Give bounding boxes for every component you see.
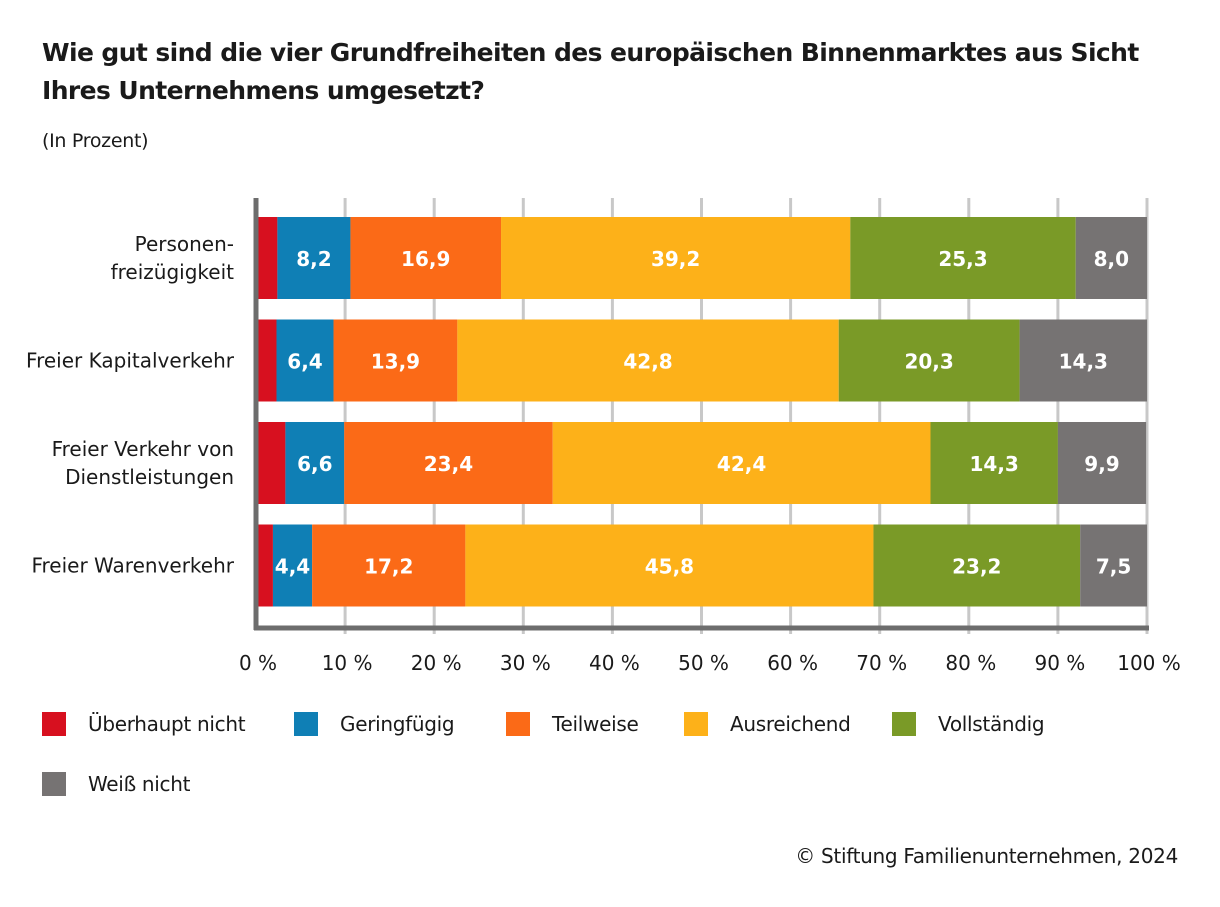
data-label: 7,5 [1096, 555, 1131, 579]
category-label: Personen- [135, 232, 234, 256]
data-label: 14,3 [970, 452, 1019, 476]
x-tick-label: 0 % [239, 651, 277, 675]
category-label: Freier Kapitalverkehr [26, 349, 235, 373]
bar-segment [552, 422, 931, 504]
x-tick-label: 60 % [767, 651, 818, 675]
bar-segment [850, 217, 1076, 299]
legend-item: Weiß nicht [42, 772, 190, 796]
x-tick-label: 90 % [1034, 651, 1085, 675]
data-label: 14,3 [1059, 350, 1108, 374]
category-label: freizügigkeit [111, 260, 235, 284]
legend-swatch-icon [42, 772, 66, 796]
bar-segment [1075, 217, 1147, 299]
data-label: 23,2 [952, 555, 1001, 579]
x-tick-label: 20 % [411, 651, 462, 675]
bar-segment [272, 524, 313, 607]
data-label: 9,9 [1084, 452, 1119, 476]
bar-segment [344, 422, 553, 504]
bar-segment [312, 524, 466, 607]
bar-segment [501, 217, 851, 299]
legend-label: Geringfügig [340, 712, 455, 736]
legend-item: Überhaupt nicht [42, 712, 246, 736]
legend-item: Vollständig [892, 712, 1045, 736]
stacked-bar-chart: 0 % 10 % 20 % 30 % 40 % 50 % 60 % 70 % 80 % 90 % 1… [26, 198, 1181, 675]
data-label: 4,4 [275, 555, 310, 579]
data-label: 45,8 [645, 555, 694, 579]
legend-item: Geringfügig [294, 712, 455, 736]
category-label: Freier Warenverkehr [31, 554, 234, 578]
legend-label: Ausreichend [730, 712, 851, 736]
x-tick-label: 30 % [500, 651, 551, 675]
bar-segment [1019, 319, 1147, 402]
bar-segment [1057, 422, 1147, 504]
bar-segment [465, 524, 874, 607]
legend-label: Überhaupt nicht [88, 712, 246, 736]
data-label: 25,3 [938, 247, 987, 271]
x-tick-label: 40 % [589, 651, 640, 675]
source-credit: © Stiftung Familienunternehmen, 2024 [795, 844, 1178, 868]
legend-item: Ausreichend [684, 712, 851, 736]
bar-segment [350, 217, 502, 299]
data-label: 13,9 [371, 350, 420, 374]
bar-segment [276, 319, 334, 402]
legend-swatch-icon [42, 712, 66, 736]
data-label: 20,3 [904, 350, 953, 374]
data-label: 8,2 [296, 247, 331, 271]
category-label: Dienstleistungen [65, 465, 234, 489]
bar-segment [256, 524, 273, 607]
bar-segment [333, 319, 458, 402]
category-label: Freier Verkehr von [52, 437, 234, 461]
bar-segment [277, 217, 351, 299]
x-tick-label: 10 % [322, 651, 373, 675]
legend-label: Teilweise [552, 712, 639, 736]
legend-label: Weiß nicht [88, 772, 191, 796]
data-label: 16,9 [401, 247, 450, 271]
bar-segment [256, 217, 278, 299]
legend-swatch-icon [684, 712, 708, 736]
x-tick-label: 70 % [856, 651, 907, 675]
bar-segment [873, 524, 1081, 607]
x-tick-label: 50 % [678, 651, 729, 675]
x-tick-label: 80 % [945, 651, 996, 675]
data-label: 39,2 [651, 247, 700, 271]
chart-title: Wie gut sind die vier Grundfreiheiten de… [42, 38, 1139, 105]
bar-segment [838, 319, 1020, 402]
bar-segment [256, 319, 277, 402]
data-label: 6,4 [287, 350, 322, 374]
legend-swatch-icon [892, 712, 916, 736]
data-label: 42,8 [623, 350, 672, 374]
chart-subtitle: (In Prozent) [42, 130, 149, 152]
data-label: 8,0 [1094, 247, 1129, 271]
legend-item: Teilweise [506, 712, 639, 736]
bar-segment [256, 422, 286, 504]
bar-segment [930, 422, 1058, 504]
data-label: 23,4 [424, 452, 473, 476]
bar-segment [1080, 524, 1147, 607]
legend-swatch-icon [506, 712, 530, 736]
bar-segment [285, 422, 345, 504]
data-label: 42,4 [717, 452, 766, 476]
legend-swatch-icon [294, 712, 318, 736]
bar-segment [457, 319, 839, 402]
x-tick-label: 100 % [1117, 651, 1181, 675]
data-label: 6,6 [297, 452, 332, 476]
legend-label: Vollständig [938, 712, 1045, 736]
data-label: 17,2 [364, 555, 413, 579]
